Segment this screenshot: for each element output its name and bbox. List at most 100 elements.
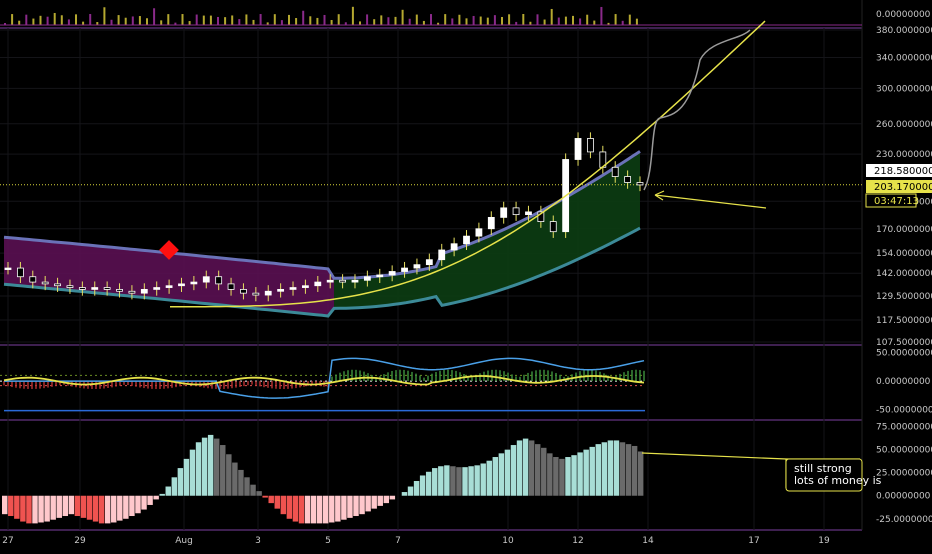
- volume-bar: [586, 14, 589, 25]
- band-upper-edge: [3, 150, 641, 280]
- time-tick-label: 5: [325, 536, 331, 546]
- momentum-bar: [274, 495, 281, 509]
- volume-bar: [628, 14, 631, 25]
- candle-body: [326, 279, 334, 283]
- candle-body: [302, 285, 309, 288]
- annotation-callout[interactable]: still strong lots of money is: [641, 452, 882, 492]
- price-pane[interactable]: [0, 20, 862, 318]
- volume-bar: [82, 21, 85, 25]
- momentum-bar: [14, 495, 20, 519]
- momentum-bar: [2, 495, 8, 515]
- volume-bar: [146, 18, 148, 25]
- oscillator-pane: [0, 357, 645, 412]
- momentum-bar: [504, 449, 511, 496]
- volume-bar: [366, 14, 369, 25]
- volume-pane: [0, 6, 862, 26]
- candle-body: [227, 283, 235, 290]
- momentum-bar: [262, 495, 268, 498]
- volume-bar: [600, 6, 603, 26]
- volume-bar: [614, 14, 617, 25]
- price-tick-label: 129.50000000: [876, 292, 932, 302]
- momentum-bar: [201, 437, 208, 496]
- momentum-bar: [153, 495, 159, 500]
- volume-bar: [209, 15, 212, 25]
- volume-bar: [344, 22, 347, 25]
- volume-bar: [117, 15, 120, 25]
- volume-bar: [394, 16, 397, 25]
- momentum-bar: [413, 480, 420, 496]
- volume-bar: [280, 20, 283, 25]
- volume-bar: [422, 20, 425, 25]
- candlesticks: [4, 132, 644, 302]
- price-tick-label: 340.00000000: [876, 53, 932, 63]
- volume-bar: [373, 19, 376, 25]
- current-price-tag-bg: [866, 180, 932, 193]
- momentum-bar: [286, 495, 293, 519]
- momentum-bar: [310, 495, 317, 524]
- time-axis[interactable]: 27 29 Aug 3 5 7 10 12 14 17 19: [2, 536, 830, 546]
- time-tick-label: 29: [74, 536, 86, 546]
- volume-bar: [515, 21, 518, 25]
- momentum-bar: [401, 492, 408, 496]
- candle-body: [463, 235, 470, 245]
- momentum-bar: [565, 457, 571, 496]
- momentum-bar: [625, 444, 632, 496]
- candle-body: [549, 221, 557, 233]
- candle-body: [165, 285, 173, 288]
- momentum-bar: [244, 477, 250, 496]
- candle-body: [388, 271, 396, 276]
- callout-box: [785, 458, 863, 492]
- momentum-bar: [189, 449, 196, 496]
- volume-bar: [181, 14, 184, 25]
- momentum-bar: [510, 445, 517, 496]
- price-tick-label: 117.50000000: [876, 316, 932, 326]
- candle-body: [401, 267, 408, 272]
- volume-bar: [202, 15, 205, 25]
- candle-body: [202, 276, 210, 283]
- momentum-bar: [547, 453, 553, 496]
- volume-bar: [579, 18, 582, 25]
- candle-body: [487, 216, 495, 230]
- price-tick-label: 230.00000000: [876, 150, 932, 160]
- candle-body: [54, 283, 61, 287]
- momentum-bar: [256, 491, 262, 496]
- candle-body: [116, 289, 123, 292]
- momentum-bar: [462, 467, 468, 496]
- momentum-bar: [498, 453, 505, 496]
- momentum-bar: [50, 495, 56, 520]
- volume-bar: [96, 22, 99, 25]
- callout-text-line-1: still strong: [794, 462, 852, 475]
- momentum-bar: [359, 495, 365, 515]
- price-tick-label: 260.00000000: [876, 120, 932, 130]
- momentum-bar: [371, 495, 377, 509]
- momentum-bar: [135, 495, 141, 514]
- volume-bar: [110, 19, 113, 25]
- momentum-bar: [129, 495, 135, 517]
- candle-body: [140, 289, 148, 294]
- momentum-bar: [516, 440, 523, 496]
- momentum-bar: [365, 495, 371, 512]
- momentum-bar: [26, 495, 32, 524]
- candle-body: [525, 211, 532, 216]
- price-axis[interactable]: 380.00000000 340.00000000 300.00000000 260.…: [876, 10, 932, 525]
- forecast-path-line: [643, 29, 751, 191]
- momentum-bar: [553, 457, 559, 496]
- volume-bar: [60, 15, 63, 25]
- volume-bar: [252, 19, 255, 25]
- momentum-bar: [480, 463, 486, 496]
- volume-bar: [103, 7, 106, 26]
- volume-bar: [522, 14, 525, 25]
- momentum-bar: [522, 438, 529, 496]
- time-tick-label: 7: [395, 536, 401, 546]
- volume-bar: [486, 17, 489, 25]
- candle-body: [512, 207, 520, 216]
- volume-bar: [138, 16, 141, 25]
- volume-bar: [458, 14, 461, 25]
- momentum-bar: [213, 438, 220, 496]
- volume-bar: [39, 15, 42, 25]
- momentum-bar: [32, 495, 38, 524]
- candle-body: [438, 249, 446, 261]
- volume-bar: [493, 15, 496, 25]
